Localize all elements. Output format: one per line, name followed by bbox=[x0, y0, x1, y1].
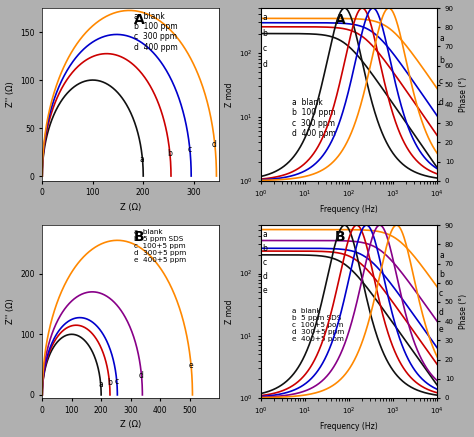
Text: c: c bbox=[439, 289, 443, 298]
Y-axis label: Phase (°): Phase (°) bbox=[459, 77, 468, 112]
Text: d: d bbox=[262, 272, 267, 281]
Text: a  blank
b  5 ppm SDS
c  100+5 ppm
d  300+5 ppm
e  400+5 ppm: a blank b 5 ppm SDS c 100+5 ppm d 300+5 … bbox=[134, 229, 186, 263]
Text: c: c bbox=[114, 377, 118, 385]
Text: d: d bbox=[262, 60, 267, 69]
Text: a  blank
b  100 ppm
c  300 ppm
d  400 ppm: a blank b 100 ppm c 300 ppm d 400 ppm bbox=[292, 98, 336, 138]
Text: d: d bbox=[439, 308, 444, 317]
X-axis label: Z (Ω): Z (Ω) bbox=[120, 203, 141, 212]
Text: a: a bbox=[262, 230, 267, 239]
Y-axis label: Z mod: Z mod bbox=[225, 82, 234, 107]
X-axis label: Frequency (Hz): Frequency (Hz) bbox=[320, 205, 378, 214]
Text: a: a bbox=[262, 13, 267, 22]
X-axis label: Z (Ω): Z (Ω) bbox=[120, 420, 141, 429]
Text: B: B bbox=[335, 230, 346, 244]
Text: a: a bbox=[439, 34, 444, 43]
Text: c: c bbox=[439, 77, 443, 86]
Text: a: a bbox=[439, 251, 444, 260]
Text: a  blank
b  5 ppm SDS
c  100+5 pom
d  300+5 ppm
e  400+5 pom: a blank b 5 ppm SDS c 100+5 pom d 300+5 … bbox=[292, 308, 345, 342]
Text: B: B bbox=[134, 230, 145, 244]
Text: b: b bbox=[167, 149, 172, 158]
Text: b: b bbox=[262, 244, 267, 253]
Text: A: A bbox=[134, 13, 145, 27]
Text: c: c bbox=[262, 258, 266, 267]
Y-axis label: Z'' (Ω): Z'' (Ω) bbox=[6, 82, 15, 108]
Text: d: d bbox=[439, 98, 444, 107]
Text: c: c bbox=[262, 44, 266, 53]
Text: b: b bbox=[439, 56, 444, 66]
Text: e: e bbox=[189, 361, 193, 370]
Y-axis label: Z'' (Ω): Z'' (Ω) bbox=[6, 298, 15, 324]
Text: e: e bbox=[262, 286, 267, 295]
Text: e: e bbox=[439, 326, 444, 334]
Y-axis label: Phase (°): Phase (°) bbox=[459, 294, 468, 329]
Text: a: a bbox=[98, 380, 103, 389]
Y-axis label: Z mod: Z mod bbox=[225, 299, 234, 324]
X-axis label: Frequency (Hz): Frequency (Hz) bbox=[320, 423, 378, 431]
Text: b: b bbox=[262, 29, 267, 38]
Text: d: d bbox=[139, 371, 144, 380]
Text: A: A bbox=[335, 13, 346, 27]
Text: b: b bbox=[439, 270, 444, 279]
Text: a  blank
b  100 ppm
c  300 ppm
d  400 ppm: a blank b 100 ppm c 300 ppm d 400 ppm bbox=[134, 11, 178, 52]
Text: c: c bbox=[188, 145, 191, 154]
Text: d: d bbox=[212, 140, 217, 149]
Text: a: a bbox=[140, 155, 145, 164]
Text: b: b bbox=[107, 378, 112, 387]
